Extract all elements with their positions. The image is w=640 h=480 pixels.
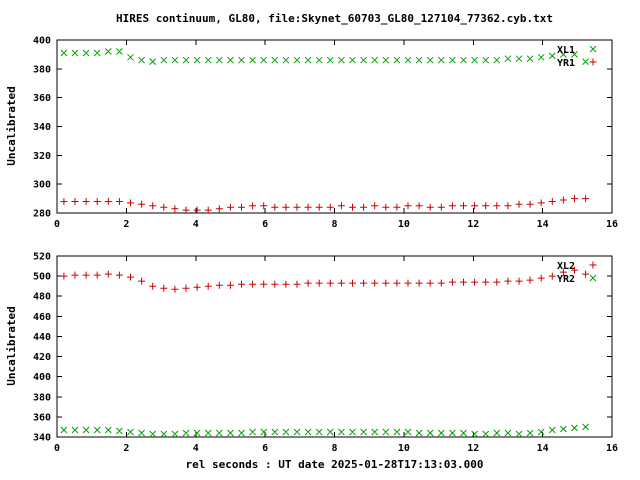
legend-marker-XL2 (589, 261, 597, 269)
y-tick-label: 360 (33, 93, 51, 104)
y-tick-label: 420 (33, 352, 51, 363)
panel-bottom: 0 2 4 6 8 10 12 14 16 340 360 380 400 420 440 460 480 500… (33, 252, 618, 455)
tick-labels: 0 2 4 6 8 10 12 14 16 340 360 380 400 420 440 460 480 500… (33, 252, 618, 455)
x-tick-label: 10 (398, 219, 410, 230)
x-tick-label: 2 (123, 219, 129, 230)
axis-ticks (56, 255, 613, 438)
plot-border (56, 255, 613, 438)
x-axis-label: rel seconds : UT date 2025-01-28T17:13:0… (185, 458, 484, 471)
legend-marker-YR1 (589, 58, 597, 66)
y-tick-label: 400 (33, 372, 51, 383)
y-tick-label: 440 (33, 332, 51, 343)
series-XL2 (60, 266, 590, 293)
series-YR1 (60, 195, 590, 214)
y-tick-label: 400 (33, 36, 51, 47)
y-tick-label: 380 (33, 392, 51, 403)
x-tick-label: 8 (331, 219, 337, 230)
y-tick-label: 480 (33, 292, 51, 303)
x-tick-label: 2 (123, 443, 129, 454)
x-tick-label: 12 (467, 443, 479, 454)
x-tick-label: 4 (193, 443, 199, 454)
x-tick-label: 6 (262, 443, 268, 454)
y-tick-label: 300 (33, 180, 51, 191)
y-tick-label: 360 (33, 412, 51, 423)
legend-label-XL2: XL2 (557, 261, 575, 272)
legend-label-YR1: YR1 (557, 58, 575, 69)
legend-label-YR2: YR2 (557, 274, 575, 285)
axis-ticks (56, 39, 613, 214)
x-tick-label: 14 (537, 443, 549, 454)
x-tick-label: 10 (398, 443, 410, 454)
x-tick-label: 6 (262, 219, 268, 230)
y-tick-label: 460 (33, 312, 51, 323)
legend-label-XL1: XL1 (557, 45, 575, 56)
y-tick-label: 500 (33, 272, 51, 283)
x-tick-label: 8 (331, 443, 337, 454)
x-tick-label: 4 (193, 219, 199, 230)
y-tick-label: 380 (33, 64, 51, 75)
x-tick-label: 0 (54, 443, 60, 454)
tick-labels: 0 2 4 6 8 10 12 14 16 280 300 320 340 360 380 400 (33, 36, 618, 231)
plot-border (56, 39, 613, 214)
y-tick-label: 280 (33, 209, 51, 220)
y-tick-label: 340 (33, 433, 51, 444)
x-tick-label: 16 (606, 219, 618, 230)
y-tick-label: 320 (33, 151, 51, 162)
y-tick-label: 520 (33, 252, 51, 263)
series-YR2 (60, 423, 589, 438)
x-tick-label: 0 (54, 219, 60, 230)
series-XL1 (60, 48, 589, 65)
legend-marker-XL1 (589, 45, 597, 53)
x-tick-label: 14 (537, 219, 549, 230)
x-tick-label: 12 (467, 219, 479, 230)
y-tick-label: 340 (33, 122, 51, 133)
plot-title: HIRES continuum, GL80, file:Skynet_60703… (115, 12, 554, 25)
legend-marker-YR2 (589, 274, 597, 282)
x-tick-label: 16 (606, 443, 618, 454)
